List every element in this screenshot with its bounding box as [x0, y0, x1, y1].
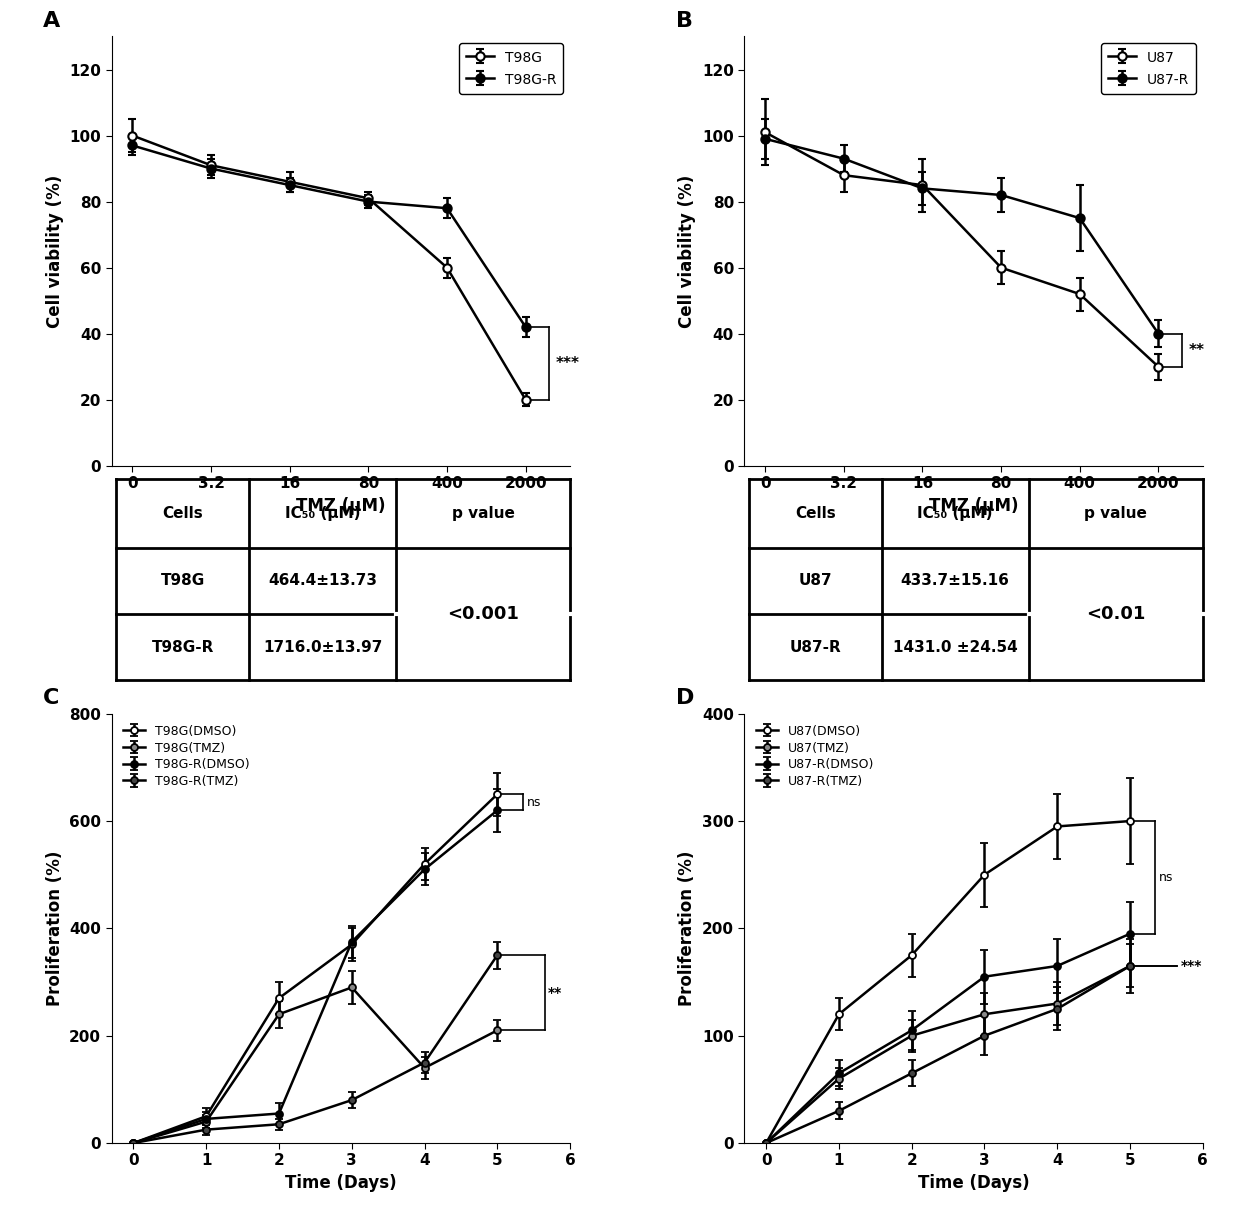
- Text: C: C: [43, 688, 60, 708]
- Text: Cells: Cells: [162, 506, 203, 520]
- Legend: T98G(DMSO), T98G(TMZ), T98G-R(DMSO), T98G-R(TMZ): T98G(DMSO), T98G(TMZ), T98G-R(DMSO), T98…: [118, 720, 255, 793]
- Y-axis label: Proliferation (%): Proliferation (%): [46, 851, 63, 1006]
- Text: IC₅₀ (μM): IC₅₀ (μM): [918, 506, 993, 520]
- Text: <0.01: <0.01: [1086, 604, 1146, 623]
- Text: A: A: [43, 11, 60, 30]
- X-axis label: Time (Days): Time (Days): [285, 1173, 397, 1192]
- Text: U87: U87: [799, 573, 832, 589]
- Text: **: **: [1188, 343, 1204, 358]
- Text: p value: p value: [1084, 506, 1147, 520]
- Text: B: B: [676, 11, 692, 30]
- X-axis label: Time (Days): Time (Days): [918, 1173, 1029, 1192]
- Legend: U87(DMSO), U87(TMZ), U87-R(DMSO), U87-R(TMZ): U87(DMSO), U87(TMZ), U87-R(DMSO), U87-R(…: [750, 720, 879, 793]
- Text: U87-R: U87-R: [790, 640, 841, 654]
- Text: <0.001: <0.001: [448, 604, 518, 623]
- Text: 1431.0 ±24.54: 1431.0 ±24.54: [893, 640, 1018, 654]
- Text: p value: p value: [451, 506, 515, 520]
- Text: **: **: [548, 986, 563, 1000]
- Text: 464.4±13.73: 464.4±13.73: [268, 573, 377, 589]
- Text: ***: ***: [556, 356, 579, 371]
- Y-axis label: Cell viability (%): Cell viability (%): [46, 175, 63, 328]
- Text: 433.7±15.16: 433.7±15.16: [900, 573, 1009, 589]
- Text: 1716.0±13.97: 1716.0±13.97: [263, 640, 382, 654]
- Text: ***: ***: [1180, 959, 1203, 973]
- Legend: T98G, T98G-R: T98G, T98G-R: [459, 44, 563, 94]
- Y-axis label: Cell viability (%): Cell viability (%): [678, 175, 697, 328]
- Text: IC₅₀ (μM): IC₅₀ (μM): [285, 506, 361, 520]
- Text: T98G: T98G: [160, 573, 205, 589]
- Text: ns: ns: [1159, 871, 1173, 884]
- Text: ns: ns: [527, 795, 541, 809]
- X-axis label: TMZ (μM): TMZ (μM): [296, 497, 386, 514]
- X-axis label: TMZ (μM): TMZ (μM): [929, 497, 1018, 514]
- Legend: U87, U87-R: U87, U87-R: [1101, 44, 1195, 94]
- Y-axis label: Proliferation (%): Proliferation (%): [678, 851, 697, 1006]
- Text: D: D: [676, 688, 694, 708]
- Text: T98G-R: T98G-R: [151, 640, 213, 654]
- Text: Cells: Cells: [795, 506, 836, 520]
